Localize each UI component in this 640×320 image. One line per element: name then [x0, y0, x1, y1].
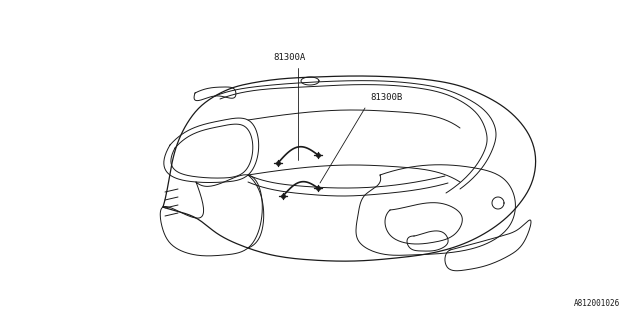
Text: A812001026: A812001026 [573, 299, 620, 308]
Text: 81300B: 81300B [370, 93, 403, 102]
Text: 81300A: 81300A [274, 53, 306, 62]
